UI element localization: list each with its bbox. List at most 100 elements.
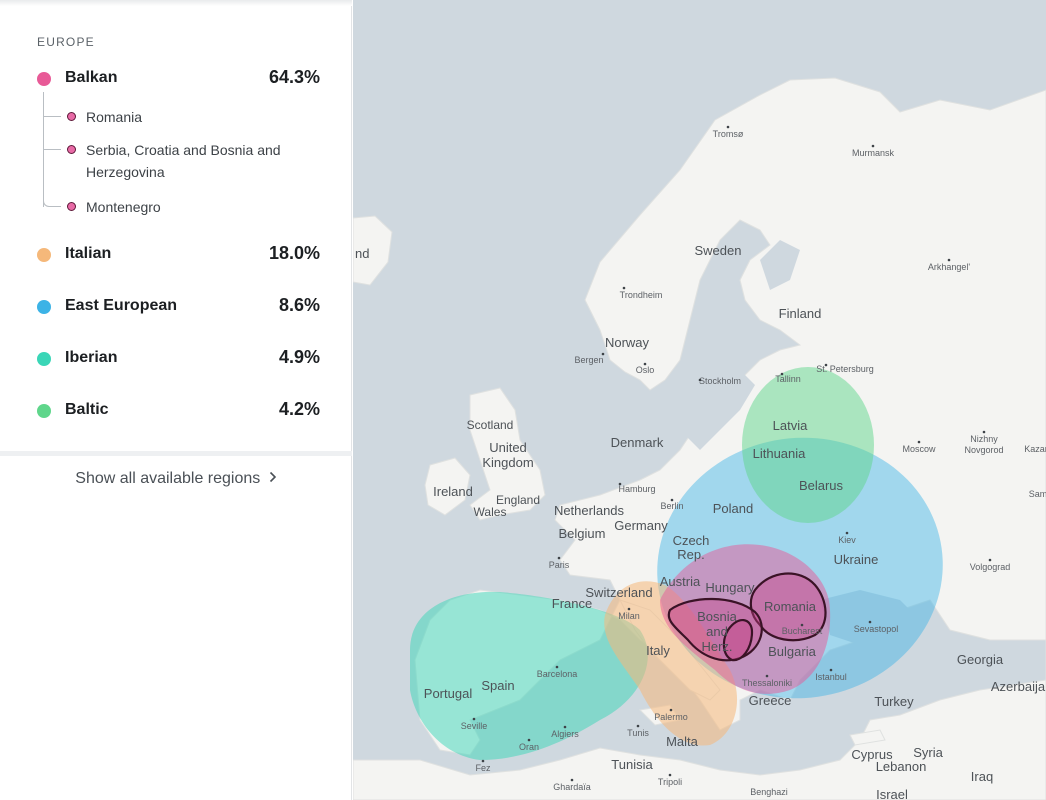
- label-romania: Romania: [764, 599, 817, 614]
- baltic-color-dot: [37, 404, 51, 418]
- label-england: England: [496, 493, 540, 507]
- label-sam: Sam: [1029, 489, 1046, 499]
- gulf-of-bothnia: [760, 240, 800, 290]
- subregion-dot: [67, 145, 76, 154]
- label-ireland: Ireland: [433, 484, 473, 499]
- label-nizhny: Nizhny: [970, 434, 998, 444]
- label-istanbul: Istanbul: [815, 672, 847, 682]
- ancestry-map[interactable]: Sweden Finland Norway Denmark Scotland U…: [353, 0, 1046, 800]
- label-palermo: Palermo: [654, 712, 688, 722]
- label-novgorod: Novgorod: [964, 445, 1003, 455]
- label-norway: Norway: [605, 335, 650, 350]
- region-row-iberian[interactable]: Iberian 4.9%: [0, 346, 352, 372]
- region-overlays: [410, 367, 943, 760]
- black-sea: [820, 590, 920, 645]
- tree-branch: [43, 149, 61, 150]
- label-oran: Oran: [519, 742, 539, 752]
- montenegro-outline: [722, 619, 754, 662]
- label-ukraine: Ukraine: [834, 552, 879, 567]
- label-syria: Syria: [913, 745, 943, 760]
- label-rep: Rep.: [677, 547, 704, 562]
- romania-outline: [749, 572, 827, 642]
- label-france: France: [552, 596, 592, 611]
- label-germany: Germany: [614, 518, 668, 533]
- cyprus-land: [849, 729, 886, 746]
- region-percent-italian: 18.0%: [268, 243, 320, 263]
- label-tunis: Tunis: [627, 728, 649, 738]
- label-and: and: [706, 624, 728, 639]
- country-labels: Sweden Finland Norway Denmark Scotland U…: [355, 243, 1046, 800]
- label-oslo: Oslo: [636, 365, 655, 375]
- great-britain-land: [469, 387, 546, 521]
- label-bucharest: Bucharest: [782, 626, 823, 636]
- label-italy: Italy: [646, 643, 670, 658]
- label-murmansk: Murmansk: [852, 148, 895, 158]
- region-percent-iberian: 4.9%: [278, 347, 320, 367]
- show-all-regions-label: Show all available regions: [75, 470, 261, 487]
- label-switzerland: Switzerland: [585, 585, 652, 600]
- label-ghardaia: Ghardaïa: [553, 782, 591, 792]
- label-bosnia: Bosnia: [697, 609, 738, 624]
- label-poland: Poland: [713, 501, 753, 516]
- city-labels: Tromsø Murmansk Arkhangel' Trondheim Ber…: [461, 129, 1046, 797]
- label-kazan: Kazar: [1024, 444, 1046, 454]
- region-name-iberian: Iberian: [65, 349, 118, 366]
- balkan-color-dot: [37, 72, 51, 86]
- iberian-color-dot: [37, 352, 51, 366]
- subregion-label: Montenegro: [86, 199, 161, 215]
- label-azerbaijan: Azerbaija: [991, 679, 1046, 694]
- label-israel: Israel: [876, 787, 908, 800]
- label-seville: Seville: [461, 721, 488, 731]
- label-barcelona: Barcelona: [537, 669, 578, 679]
- label-finland: Finland: [779, 306, 822, 321]
- label-volgograd: Volgograd: [970, 562, 1011, 572]
- label-wales: Wales: [474, 505, 507, 519]
- label-benghazi: Benghazi: [750, 787, 788, 797]
- show-all-regions-link[interactable]: Show all available regions: [0, 470, 352, 488]
- ireland-land: [424, 457, 471, 516]
- label-turkey: Turkey: [874, 694, 914, 709]
- subregion-label: Romania: [86, 109, 143, 125]
- label-hungary: Hungary: [705, 580, 755, 595]
- chevron-right-icon: [269, 470, 277, 488]
- italian-color-dot: [37, 248, 51, 262]
- label-austria: Austria: [660, 574, 701, 589]
- city-dots: [472, 125, 992, 782]
- section-title-europe: EUROPE: [37, 35, 95, 49]
- label-tunisia: Tunisia: [611, 757, 653, 772]
- label-spain: Spain: [481, 678, 514, 693]
- region-percent-balkan: 64.3%: [268, 67, 320, 87]
- label-netherlands: Netherlands: [554, 503, 625, 518]
- label-fez: Fez: [475, 763, 491, 773]
- region-row-italian[interactable]: Italian 18.0%: [0, 242, 352, 268]
- region-row-balkan[interactable]: Balkan 64.3%: [0, 66, 352, 92]
- label-stockholm: Stockholm: [699, 376, 741, 386]
- label-trondheim: Trondheim: [620, 290, 663, 300]
- region-name-balkan: Balkan: [65, 69, 118, 86]
- label-hamburg: Hamburg: [618, 484, 655, 494]
- subregion-dot: [67, 112, 76, 121]
- label-lebanon: Lebanon: [876, 759, 927, 774]
- label-portugal: Portugal: [424, 686, 473, 701]
- label-paris: Paris: [549, 560, 570, 570]
- iceland-land: [353, 215, 393, 286]
- label-arkhangel: Arkhangel': [928, 262, 971, 272]
- label-bulgaria: Bulgaria: [768, 644, 816, 659]
- east-european-color-dot: [37, 300, 51, 314]
- label-denmark: Denmark: [611, 435, 664, 450]
- region-name-east-european: East European: [65, 297, 178, 314]
- label-herz: Herz.: [701, 639, 732, 654]
- region-row-baltic[interactable]: Baltic 4.2%: [0, 398, 352, 424]
- region-row-east-european[interactable]: East European 8.6%: [0, 294, 352, 320]
- map-canvas: Sweden Finland Norway Denmark Scotland U…: [353, 77, 1046, 800]
- panel-top-shadow: [0, 0, 352, 6]
- label-berlin: Berlin: [660, 501, 683, 511]
- label-united: United: [489, 440, 527, 455]
- label-sweden: Sweden: [695, 243, 742, 258]
- region-name-italian: Italian: [65, 245, 112, 262]
- label-milan: Milan: [618, 611, 640, 621]
- label-malta: Malta: [666, 734, 699, 749]
- subregion-dot: [67, 202, 76, 211]
- label-kingdom: Kingdom: [482, 455, 533, 470]
- label-scotland: Scotland: [467, 418, 514, 432]
